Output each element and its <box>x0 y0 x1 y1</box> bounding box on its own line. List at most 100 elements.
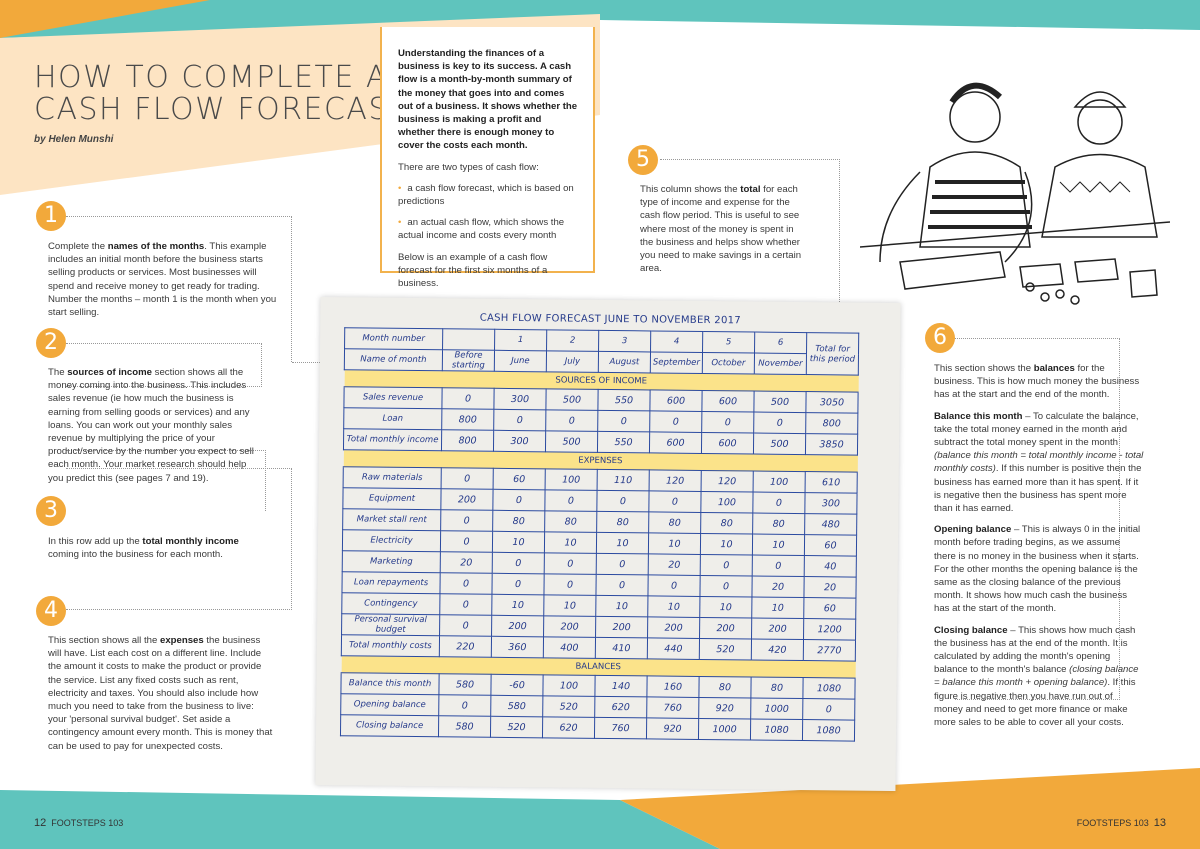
month-number-cell: 3 <box>598 330 651 352</box>
value-cell: 520 <box>490 716 543 738</box>
row-label: Market stall rent <box>342 508 441 531</box>
value-cell: 0 <box>439 614 492 637</box>
value-cell: 10 <box>596 532 649 554</box>
value-cell: 0 <box>439 593 492 616</box>
value-cell: 80 <box>492 510 545 532</box>
connector-4 <box>66 468 292 610</box>
value-cell: 200 <box>647 616 700 639</box>
row-label: Total monthly costs <box>341 634 440 657</box>
total-cell: 480 <box>804 513 857 536</box>
month-number-cell: 6 <box>754 332 807 354</box>
balance-this-month-text: Balance this month – To calculate the ba… <box>934 410 1144 515</box>
value-cell: 160 <box>646 675 700 698</box>
step-6-text: This section shows the balances for the … <box>934 363 1144 729</box>
value-cell: 0 <box>595 574 649 596</box>
connector-1b <box>292 362 342 363</box>
month-number-cell: 2 <box>546 329 599 352</box>
value-cell: 500 <box>753 433 806 455</box>
step-3-badge: 3 <box>36 496 66 526</box>
value-cell: 80 <box>700 512 753 535</box>
value-cell: 500 <box>545 388 599 411</box>
month-number-cell: 5 <box>702 331 755 354</box>
value-cell: 1000 <box>750 698 803 720</box>
step-3-text: In this row add up the total monthly inc… <box>48 536 239 561</box>
value-cell: 0 <box>492 489 546 511</box>
value-cell: 200 <box>543 615 596 638</box>
month-name-cell: October <box>702 352 755 375</box>
connector-3 <box>66 450 266 511</box>
value-cell: 10 <box>700 533 753 556</box>
value-cell: 0 <box>491 573 545 595</box>
value-cell: 0 <box>596 490 650 512</box>
value-cell: 80 <box>544 510 597 533</box>
value-cell: 0 <box>441 387 495 410</box>
value-cell: 0 <box>647 574 701 597</box>
step-2-badge: 2 <box>36 328 66 358</box>
value-cell: 0 <box>597 410 650 432</box>
total-header: Total for this period <box>806 332 859 376</box>
value-cell: 420 <box>751 639 804 661</box>
value-cell: 200 <box>699 617 752 640</box>
month-number-cell: 1 <box>494 329 547 351</box>
value-cell: 120 <box>649 469 702 492</box>
value-cell: 500 <box>753 391 807 413</box>
value-cell: 10 <box>491 594 544 616</box>
value-cell: 600 <box>649 431 702 454</box>
value-cell: 600 <box>701 432 754 455</box>
value-cell: 0 <box>438 694 491 717</box>
step-6-badge: 6 <box>925 323 955 353</box>
value-cell: 200 <box>440 488 494 511</box>
value-cell: 0 <box>544 489 598 512</box>
value-cell: 10 <box>595 595 648 617</box>
value-cell: 920 <box>646 717 699 740</box>
month-number-cell: 4 <box>650 330 703 353</box>
value-cell: 10 <box>752 534 805 556</box>
value-cell: 100 <box>700 491 754 514</box>
connector-1 <box>66 216 292 362</box>
value-cell: 520 <box>699 638 752 661</box>
value-cell: 600 <box>649 389 703 412</box>
value-cell: 100 <box>753 471 806 493</box>
step-1-text: Complete the names of the months. This e… <box>48 241 277 319</box>
connector-6 <box>955 338 1120 700</box>
value-cell: 10 <box>492 531 545 553</box>
total-cell: 0 <box>802 698 855 721</box>
total-cell: 610 <box>805 471 858 494</box>
value-cell: 0 <box>544 552 597 575</box>
page-number: 13 <box>1153 817 1166 829</box>
value-cell: 220 <box>439 635 492 658</box>
row-label: Month number <box>344 327 443 350</box>
value-cell: 920 <box>698 697 751 720</box>
value-cell: 10 <box>699 596 752 619</box>
step-4-badge: 4 <box>36 596 66 626</box>
total-cell: 3850 <box>805 433 858 456</box>
page-number: 12 <box>34 817 47 829</box>
step-2-text: The sources of income section shows all … <box>48 367 254 484</box>
value-cell: 100 <box>545 468 598 491</box>
row-label: Total monthly income <box>343 428 442 451</box>
row-label: Opening balance <box>340 693 439 716</box>
row-label: Loan <box>343 407 442 430</box>
total-cell: 2770 <box>803 639 856 662</box>
value-cell: 120 <box>701 470 754 493</box>
value-cell: 0 <box>596 553 649 575</box>
value-cell: 410 <box>595 637 648 659</box>
month-number-cell <box>442 328 495 351</box>
value-cell: 0 <box>493 409 546 431</box>
value-cell: 80 <box>698 676 752 699</box>
value-cell: 0 <box>441 467 494 490</box>
month-name-cell: July <box>546 350 599 373</box>
value-cell: 300 <box>493 388 547 410</box>
value-cell: 100 <box>542 674 596 697</box>
value-cell: 1080 <box>750 719 803 741</box>
value-cell: 80 <box>750 677 804 699</box>
page-title: HOW TO COMPLETE A CASH FLOW FORECAST <box>34 60 409 127</box>
value-cell: 400 <box>543 636 596 659</box>
total-cell: 300 <box>804 492 858 515</box>
two-people-doing-accounts-illustration <box>860 82 1170 305</box>
value-cell: 0 <box>440 509 493 532</box>
footer-right: FOOTSTEPS 103 13 <box>1076 817 1166 829</box>
value-cell: 0 <box>649 410 702 433</box>
cash-flow-forecast-table: Month number 1 2 3 4 5 6 Total for this period N… <box>340 327 859 742</box>
row-label: Marketing <box>342 550 441 573</box>
